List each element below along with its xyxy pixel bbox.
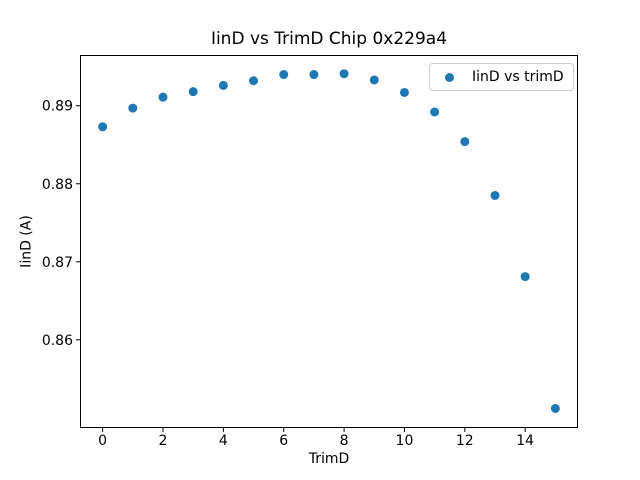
y-ticks: 0.86 0.87 0.88 0.89: [42, 99, 80, 349]
data-point: [550, 403, 560, 413]
chart-title: IinD vs TrimD Chip 0x229a4: [210, 29, 448, 49]
y-tick-label: 0.89: [42, 99, 73, 115]
data-point: [249, 76, 259, 86]
y-axis-label: IinD (A): [18, 215, 35, 268]
data-point: [188, 87, 198, 97]
data-point: [128, 103, 138, 113]
data-point: [369, 75, 379, 85]
data-point: [460, 137, 470, 147]
y-tick-label: 0.87: [42, 255, 73, 271]
scatter-points: [98, 69, 560, 413]
x-tick-label: 2: [159, 433, 168, 449]
data-point: [399, 87, 409, 97]
data-point: [98, 122, 108, 132]
data-point: [430, 107, 440, 117]
x-ticks: 0 2 4 6 8 10 12 14: [98, 428, 534, 449]
data-point: [218, 80, 228, 90]
x-tick-label: 12: [456, 433, 474, 449]
x-tick-label: 10: [396, 433, 414, 449]
data-point: [279, 70, 289, 80]
legend-label: IinD vs trimD: [472, 69, 564, 85]
data-point: [339, 69, 349, 79]
legend: IinD vs trimD: [429, 63, 574, 91]
data-point: [520, 272, 530, 282]
data-point: [490, 190, 500, 200]
legend-marker-dot: [445, 72, 454, 82]
x-tick-label: 4: [219, 433, 228, 449]
y-tick-label: 0.88: [42, 177, 73, 193]
x-tick-label: 0: [98, 433, 107, 449]
data-point: [309, 70, 319, 80]
data-point: [158, 92, 168, 102]
x-axis-label: TrimD: [308, 451, 350, 467]
x-tick-label: 14: [516, 433, 534, 449]
axes-frame: [80, 55, 578, 428]
x-tick-label: 6: [279, 433, 288, 449]
y-tick-label: 0.86: [42, 333, 73, 349]
x-tick-label: 8: [340, 433, 349, 449]
